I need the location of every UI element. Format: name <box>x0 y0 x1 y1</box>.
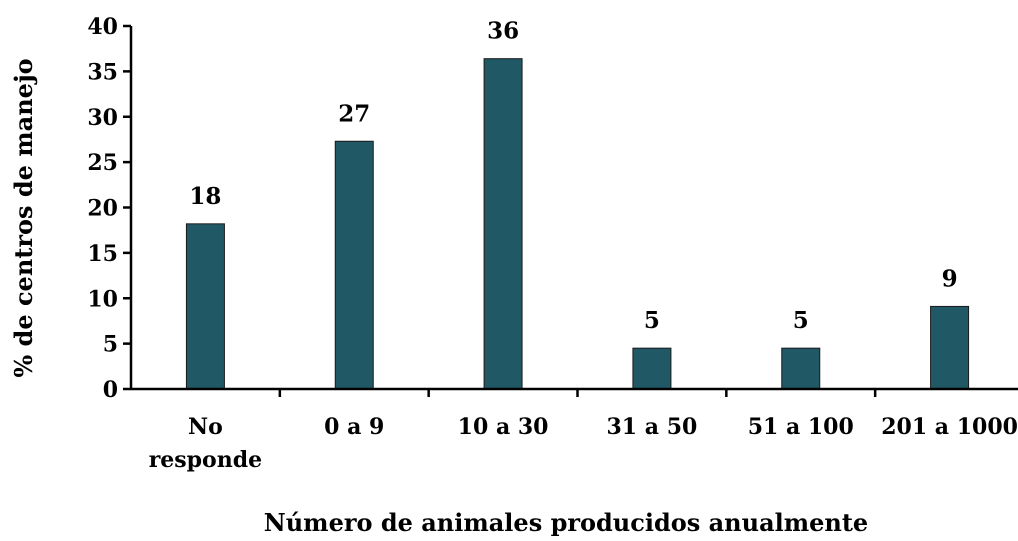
bar <box>781 347 821 390</box>
x-tick-label: 0 a 9 <box>324 414 384 440</box>
y-axis-ticks: 0 5 10 15 20 25 30 35 40 <box>87 14 131 403</box>
x-tick-label: 10 a 30 <box>458 414 549 440</box>
bar <box>483 58 523 390</box>
x-tick-label: 201 a 1000 <box>881 414 1018 440</box>
y-tick-label: 20 <box>87 196 118 222</box>
x-tick-label: 51 a 100 <box>748 414 854 440</box>
bar <box>185 223 225 390</box>
bar <box>930 305 970 390</box>
bar <box>632 347 672 390</box>
y-axis-title: % de centros de manejo <box>9 58 38 377</box>
bar-value-label: 18 <box>189 183 221 210</box>
bar-value-label: 36 <box>487 18 519 45</box>
x-tick-label: No responde <box>149 414 262 473</box>
bar <box>334 140 374 390</box>
bar-value-label: 27 <box>338 100 370 127</box>
bar-value-label: 5 <box>793 307 809 334</box>
x-axis-title: Número de animales producidos anualmente <box>264 508 868 537</box>
y-tick-label: 15 <box>87 241 118 267</box>
y-tick-label: 40 <box>87 14 118 40</box>
y-tick-label: 5 <box>103 332 118 358</box>
y-tick-label: 10 <box>87 286 118 312</box>
y-tick-label: 0 <box>103 377 118 403</box>
bar-value-label: 9 <box>942 265 958 292</box>
y-tick-label: 30 <box>87 105 118 131</box>
y-tick-label: 35 <box>87 59 118 85</box>
y-tick-label: 25 <box>87 150 118 176</box>
bar-value-label: 5 <box>644 307 660 334</box>
bars <box>185 58 970 390</box>
bar-value-labels: 18 27 36 5 5 9 <box>189 18 957 334</box>
x-axis-ticks: No responde 0 a 9 10 a 30 31 a 50 51 a 100 201… <box>149 389 1018 473</box>
x-tick-label: 31 a 50 <box>607 414 698 440</box>
